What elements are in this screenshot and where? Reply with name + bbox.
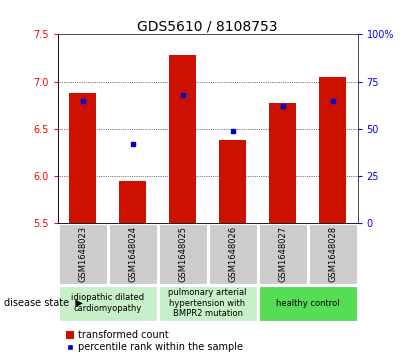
Bar bbox=[159, 224, 207, 284]
Legend: transformed count, percentile rank within the sample: transformed count, percentile rank withi… bbox=[62, 327, 247, 356]
Bar bbox=[269, 103, 296, 223]
Bar bbox=[169, 55, 196, 223]
Bar bbox=[259, 224, 307, 284]
Text: disease state  ▶: disease state ▶ bbox=[4, 298, 83, 308]
Bar bbox=[119, 181, 146, 223]
Text: GSM1648027: GSM1648027 bbox=[278, 226, 287, 282]
Bar bbox=[219, 140, 246, 223]
Bar bbox=[58, 224, 106, 284]
Bar bbox=[159, 286, 256, 321]
Text: GSM1648023: GSM1648023 bbox=[78, 226, 87, 282]
Bar bbox=[208, 224, 256, 284]
Title: GDS5610 / 8108753: GDS5610 / 8108753 bbox=[137, 19, 278, 33]
Bar bbox=[259, 286, 357, 321]
Bar bbox=[309, 224, 357, 284]
Bar bbox=[109, 224, 157, 284]
Text: GSM1648024: GSM1648024 bbox=[128, 226, 137, 282]
Text: pulmonary arterial
hypertension with
BMPR2 mutation: pulmonary arterial hypertension with BMP… bbox=[169, 288, 247, 318]
Text: healthy control: healthy control bbox=[276, 299, 339, 307]
Bar bbox=[319, 77, 346, 223]
Bar bbox=[58, 286, 157, 321]
Text: GSM1648026: GSM1648026 bbox=[228, 226, 237, 282]
Bar bbox=[69, 93, 96, 223]
Text: GSM1648025: GSM1648025 bbox=[178, 226, 187, 282]
Text: idiopathic dilated
cardiomyopathy: idiopathic dilated cardiomyopathy bbox=[71, 293, 144, 313]
Text: GSM1648028: GSM1648028 bbox=[328, 226, 337, 282]
